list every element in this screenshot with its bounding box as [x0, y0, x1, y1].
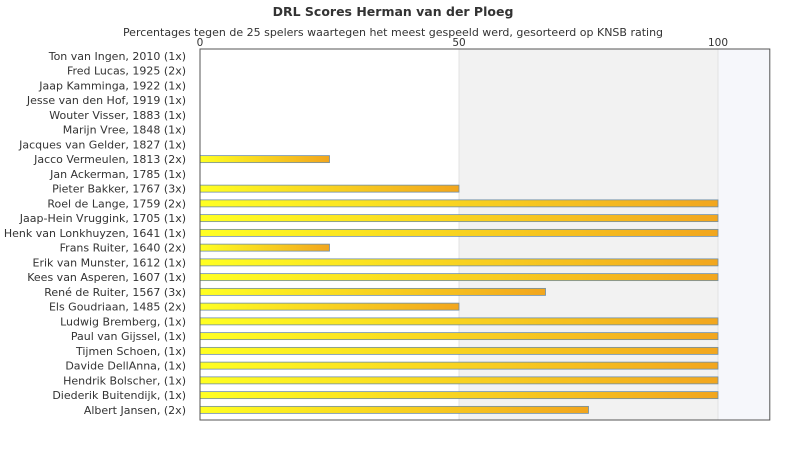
category-label: Paul van Gijssel, (1x) — [71, 330, 186, 343]
category-label: Ludwig Bremberg, (1x) — [60, 315, 186, 328]
category-label: Davide DellAnna, (1x) — [65, 360, 186, 373]
category-label: Jacques van Gelder, 1827 (1x) — [18, 138, 186, 151]
bar — [199, 405, 589, 414]
category-label: Jesse van den Hof, 1919 (1x) — [26, 94, 186, 107]
bar — [199, 302, 460, 311]
category-label: Els Goudriaan, 1485 (2x) — [49, 301, 186, 314]
bar — [199, 317, 719, 326]
chart-title: DRL Scores Herman van der Ploeg — [273, 4, 514, 19]
bar — [199, 391, 719, 400]
bar — [199, 243, 330, 252]
category-label: Tijmen Schoen, (1x) — [75, 345, 186, 358]
bar — [199, 199, 719, 208]
x-tick-label: 100 — [708, 37, 728, 49]
chart-subtitle: Percentages tegen de 25 spelers waartege… — [123, 26, 663, 39]
bar — [199, 332, 719, 341]
category-label: Erik van Munster, 1612 (1x) — [33, 256, 186, 269]
x-tick-label: 0 — [197, 37, 204, 49]
category-label: Marijn Vree, 1848 (1x) — [63, 124, 186, 137]
category-label: Hendrik Bolscher, (1x) — [63, 374, 186, 387]
category-label: Albert Jansen, (2x) — [84, 404, 186, 417]
category-label: Frans Ruiter, 1640 (2x) — [60, 242, 186, 255]
bar — [199, 155, 330, 164]
bar — [199, 184, 460, 193]
bar — [199, 361, 719, 370]
category-label: René de Ruiter, 1567 (3x) — [44, 286, 186, 299]
bar — [199, 228, 719, 237]
plot-frame — [199, 48, 771, 421]
bar — [199, 287, 546, 296]
category-label: Henk van Lonkhuyzen, 1641 (1x) — [4, 227, 186, 240]
category-label: Jaap-Hein Vruggink, 1705 (1x) — [19, 212, 186, 225]
category-label: Diederik Buitendijk, (1x) — [52, 389, 186, 402]
bar — [199, 258, 719, 267]
bar — [199, 273, 719, 282]
category-label: Fred Lucas, 1925 (2x) — [67, 65, 186, 78]
bar — [199, 376, 719, 385]
plot-band — [718, 49, 770, 420]
category-label: Jaap Kamminga, 1922 (1x) — [38, 79, 186, 92]
category-label: Wouter Visser, 1883 (1x) — [49, 109, 186, 122]
category-label: Ton van Ingen, 2010 (1x) — [48, 50, 186, 63]
category-label: Jan Ackerman, 1785 (1x) — [49, 168, 186, 181]
category-label: Jacco Vermeulen, 1813 (2x) — [33, 153, 186, 166]
category-label: Kees van Asperen, 1607 (1x) — [27, 271, 186, 284]
bar — [199, 346, 719, 355]
bar — [199, 214, 719, 223]
category-label: Roel de Lange, 1759 (2x) — [47, 197, 186, 210]
category-label: Pieter Bakker, 1767 (3x) — [52, 183, 186, 196]
x-tick-label: 50 — [452, 37, 465, 49]
